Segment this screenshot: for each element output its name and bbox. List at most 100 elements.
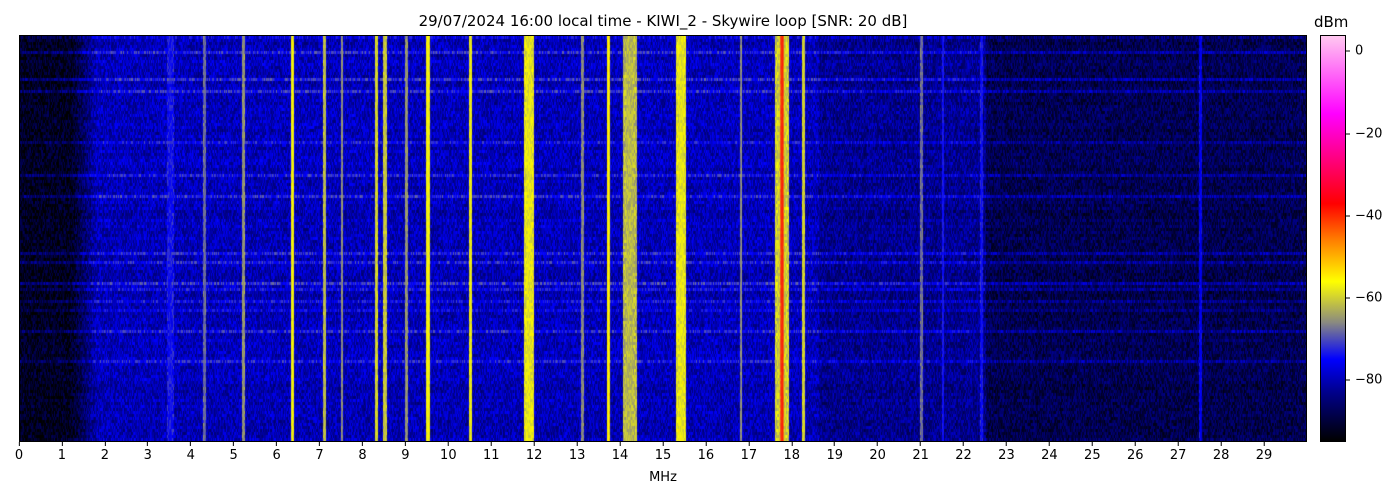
x-tick-label: 1 (57, 448, 67, 463)
x-tick: 16 (697, 442, 715, 463)
x-tick: 24 (1041, 442, 1058, 463)
x-tick-label: 9 (401, 448, 410, 463)
x-tick: 8 (358, 442, 367, 463)
x-tick-label: 28 (1212, 448, 1230, 463)
chart-title: 29/07/2024 16:00 local time - KIWI_2 - S… (418, 12, 908, 30)
signal-line (607, 36, 609, 441)
signal-line (470, 36, 472, 441)
signal-line (980, 36, 983, 441)
x-tick-label: 24 (1041, 448, 1058, 463)
x-tick-label: 11 (482, 448, 500, 463)
x-tick: 20 (869, 442, 886, 463)
x-tick-label: 0 (14, 448, 24, 463)
x-tick: 12 (525, 442, 543, 463)
x-tick: 22 (955, 442, 972, 463)
x-tick-label: 8 (358, 448, 367, 463)
x-tick-label: 17 (740, 448, 758, 463)
signal-line (802, 36, 805, 441)
colorbar-tick: −60 (1346, 291, 1382, 306)
signal-line (678, 36, 684, 441)
colorbar (1320, 35, 1346, 442)
colorbar-tick-label: −40 (1355, 208, 1383, 224)
x-tick: 15 (654, 442, 672, 463)
x-tick: 23 (998, 442, 1015, 463)
x-tick: 2 (101, 442, 109, 463)
signal-line (341, 36, 343, 441)
signal-line (405, 36, 408, 441)
x-tick-label: 18 (783, 448, 801, 463)
colorbar-tick: 0 (1346, 44, 1363, 59)
x-tick-label: 5 (229, 448, 238, 463)
x-tick: 5 (230, 442, 238, 463)
signal-line (384, 36, 386, 441)
signal-line (203, 36, 206, 441)
x-tick-label: 13 (568, 448, 586, 463)
x-tick: 14 (611, 442, 629, 463)
x-tick-label: 27 (1169, 448, 1187, 463)
x-tick-label: 12 (525, 448, 543, 463)
colorbar-tick-label: 0 (1355, 43, 1364, 59)
signal-line (526, 36, 532, 441)
x-tick-label: 14 (611, 448, 629, 463)
x-tick: 29 (1255, 442, 1273, 463)
x-tick: 18 (783, 442, 801, 463)
x-tick: 0 (15, 442, 23, 463)
signal-lines (168, 36, 1202, 441)
x-tick-label: 15 (654, 448, 672, 463)
signal-line (581, 36, 584, 441)
signal-line (740, 36, 743, 441)
x-tick: 21 (912, 442, 929, 463)
x-tick-label: 25 (1084, 448, 1101, 463)
signal-line (291, 36, 294, 441)
x-tick-label: 20 (869, 448, 886, 463)
x-tick-label: 10 (440, 448, 457, 463)
x-axis-ticks: 0 1 2 3 4 5 6 7 8 9 10 11 12 13 14 15 16 17 18 19 20 21 22 23 24… (15, 442, 1307, 472)
x-tick-label: 6 (272, 448, 281, 463)
x-tick-label: 19 (826, 448, 843, 463)
signal-line (324, 36, 326, 441)
signal-line (920, 36, 923, 441)
x-tick-label: 29 (1255, 448, 1273, 463)
spectrogram-plot-area (19, 35, 1307, 442)
x-tick-label: 22 (955, 448, 972, 463)
colorbar-label: dBm (1314, 13, 1349, 31)
spectrogram-heatmap (20, 36, 1306, 441)
x-axis-label: MHz (649, 470, 677, 485)
x-tick: 10 (440, 442, 457, 463)
x-tick: 27 (1169, 442, 1187, 463)
x-tick: 3 (144, 442, 152, 463)
signal-line (781, 36, 783, 441)
signal-line (242, 36, 245, 441)
signal-line (625, 36, 634, 441)
x-tick-label: 7 (315, 448, 324, 463)
x-tick: 25 (1084, 442, 1101, 463)
colorbar-tick-label: −60 (1355, 290, 1383, 306)
x-tick-label: 26 (1126, 448, 1144, 463)
x-tick: 11 (483, 442, 500, 463)
x-tick-label: 4 (186, 448, 195, 463)
x-tick: 9 (401, 442, 410, 463)
x-tick-label: 2 (100, 448, 109, 463)
x-tick: 26 (1127, 442, 1144, 463)
x-tick: 7 (315, 442, 324, 463)
x-tick: 28 (1212, 442, 1230, 463)
x-tick: 19 (826, 442, 843, 463)
x-tick: 1 (58, 442, 66, 463)
x-tick: 17 (740, 442, 758, 463)
x-tick-label: 16 (697, 448, 715, 463)
x-tick: 13 (568, 442, 586, 463)
colorbar-tick: −40 (1346, 208, 1382, 223)
colorbar-tick: −80 (1346, 373, 1382, 388)
colorbar-tick-label: −80 (1355, 372, 1383, 388)
signal-line (942, 36, 944, 441)
x-tick: 4 (187, 442, 195, 463)
signal-line (426, 36, 429, 441)
signal-line (1199, 36, 1202, 441)
x-tick-label: 3 (143, 448, 152, 463)
signal-line (375, 36, 378, 441)
signal-line (168, 36, 173, 441)
x-tick: 6 (272, 442, 281, 463)
colorbar-tick: −20 (1346, 126, 1382, 141)
colorbar-tick-label: −20 (1355, 126, 1383, 142)
x-tick-label: 23 (998, 448, 1015, 463)
